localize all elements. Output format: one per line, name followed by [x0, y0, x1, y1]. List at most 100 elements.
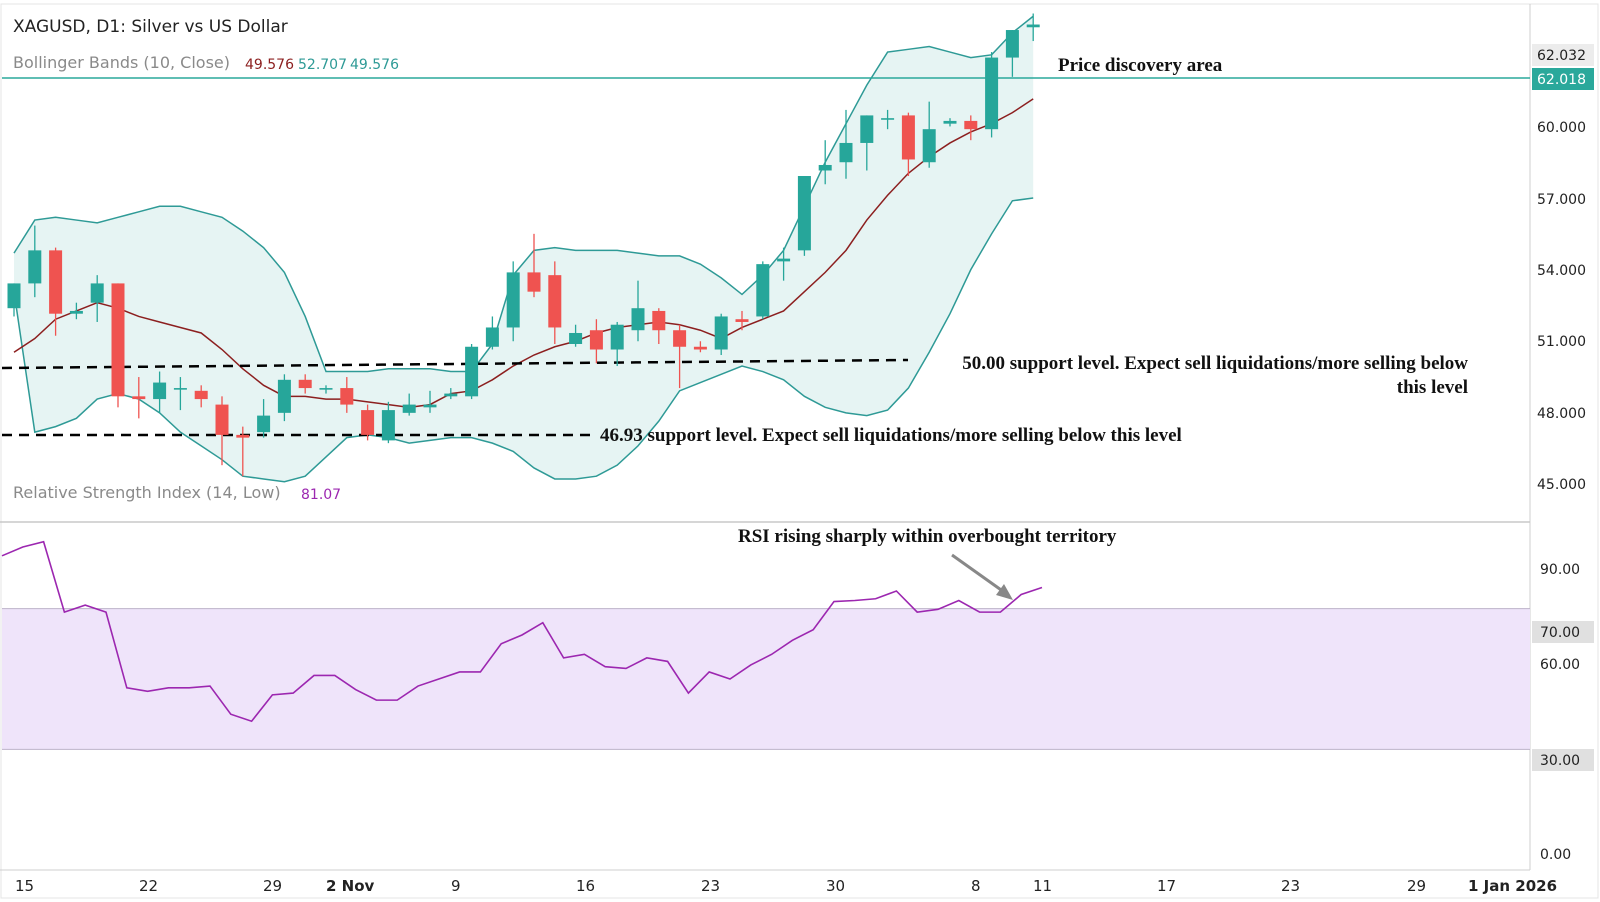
price-tag-high-bg: [1532, 44, 1594, 66]
rsi-neutral-zone: [2, 608, 1530, 750]
candle-body: [236, 434, 250, 438]
current-price-tag-bg: [1532, 68, 1594, 90]
candle-body: [361, 410, 375, 435]
candle: [28, 225, 42, 298]
candle-body: [797, 176, 811, 251]
candle: [548, 261, 562, 344]
candle: [901, 112, 915, 176]
date-tick: 23: [701, 877, 720, 895]
date-tick: 8: [971, 877, 981, 895]
date-tick: 29: [1407, 877, 1426, 895]
bb-basis-line: [13, 98, 1034, 409]
candle: [693, 341, 707, 353]
rsi-value: 81.07: [301, 487, 341, 503]
candle: [881, 109, 895, 130]
bb-fill: [14, 16, 1034, 482]
date-tick: 16: [576, 877, 595, 895]
candle: [485, 316, 499, 350]
bb-label[interactable]: Bollinger Bands (10, Close): [13, 53, 230, 72]
candle: [423, 390, 437, 413]
candle-body: [194, 390, 208, 400]
candle: [777, 247, 791, 281]
candle: [714, 313, 728, 356]
date-tick: 1 Jan 2026: [1468, 877, 1557, 895]
candle-body: [111, 283, 125, 397]
candle-body: [901, 115, 915, 160]
candle-body: [69, 310, 83, 314]
candlestick-series: [7, 13, 1040, 477]
candle-body: [589, 330, 603, 350]
candle-body: [423, 404, 437, 408]
rsi-label[interactable]: Relative Strength Index (14, Low): [13, 483, 281, 502]
date-tick: 30: [826, 877, 845, 895]
candle-body: [735, 319, 749, 322]
candle-body: [7, 283, 21, 309]
candle-body: [818, 164, 832, 171]
date-tick: 15: [15, 877, 34, 895]
candle: [1005, 30, 1019, 77]
candle: [943, 118, 957, 127]
candle: [1026, 13, 1040, 42]
price-tick: 51.000: [1537, 334, 1586, 350]
candle: [132, 377, 146, 419]
annotation-support-50-line1: 50.00 support level. Expect sell liquida…: [962, 353, 1468, 374]
date-axis[interactable]: 15 22 29 2 Nov 9 16 23 30 8 11 17 23 29 …: [15, 877, 1557, 895]
candle-body: [985, 57, 999, 130]
candle: [839, 109, 853, 179]
candle: [527, 233, 541, 298]
price-tick: 54.000: [1537, 263, 1586, 279]
candle: [985, 52, 999, 138]
rsi-note-arrow-icon: [951, 553, 1013, 600]
support-50-line[interactable]: [1, 358, 909, 370]
date-tick: 11: [1033, 877, 1052, 895]
price-axis[interactable]: 60.000 57.000 54.000 51.000 48.000 45.00…: [1532, 44, 1594, 493]
candle-body: [506, 272, 520, 328]
candle: [652, 308, 666, 344]
price-tick: 60.000: [1537, 120, 1586, 136]
rsi-tag-70: 70.00: [1540, 625, 1580, 641]
candle-body: [548, 275, 562, 328]
candle: [277, 374, 291, 422]
candle: [756, 261, 770, 320]
rsi-series: [1, 540, 1043, 723]
rsi-tag-70-bg: [1532, 621, 1594, 643]
candle-body: [465, 346, 479, 397]
candle-body: [527, 272, 541, 292]
candle: [236, 426, 250, 477]
date-tick: 2 Nov: [326, 877, 375, 895]
candle-body: [1005, 30, 1019, 58]
annotation-support-4693: 46.93 support level. Expect sell liquida…: [600, 425, 1182, 446]
candle-body: [714, 316, 728, 350]
candle: [298, 374, 312, 394]
bb-upper-line: [13, 15, 1034, 373]
candle: [173, 377, 187, 411]
candle: [922, 101, 936, 168]
candle: [506, 261, 520, 342]
rsi-tick: 60.00: [1540, 657, 1580, 673]
candle-body: [173, 388, 187, 390]
candle: [964, 115, 978, 141]
candle-body: [402, 404, 416, 413]
bb-upper-value: 49.576: [350, 57, 399, 73]
price-tick: 45.000: [1537, 477, 1586, 493]
candle-body: [693, 346, 707, 350]
candle-body: [673, 330, 687, 347]
candle-body: [444, 393, 458, 397]
candle: [860, 115, 874, 171]
candle-body: [610, 324, 624, 350]
date-tick: 17: [1157, 877, 1176, 895]
candle: [194, 385, 208, 408]
candle-body: [756, 264, 770, 317]
candle-body: [777, 258, 791, 262]
candle-body: [215, 404, 229, 435]
price-tick: 48.000: [1537, 406, 1586, 422]
candle: [465, 344, 479, 400]
candle-body: [90, 283, 104, 303]
candle: [818, 140, 832, 185]
candle: [69, 302, 83, 320]
date-tick: 9: [451, 877, 461, 895]
bb-lower-line: [13, 197, 1034, 483]
rsi-axis[interactable]: 90.00 70.00 60.00 30.00 0.00: [1532, 562, 1594, 863]
candle: [340, 377, 354, 413]
